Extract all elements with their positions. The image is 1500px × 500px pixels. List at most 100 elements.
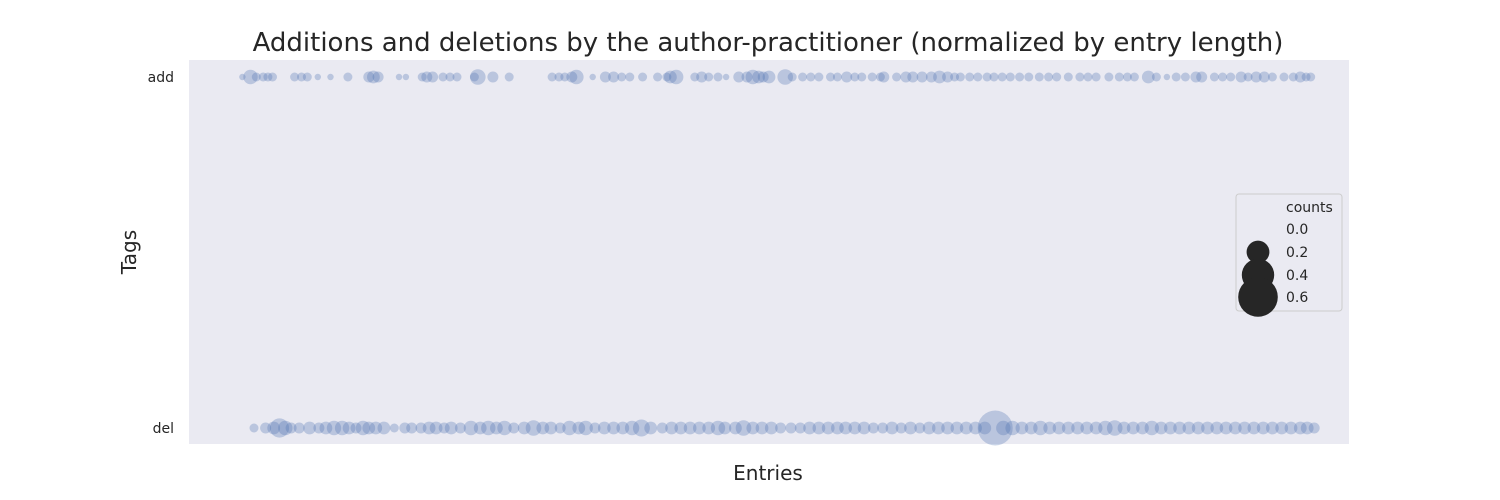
del-point <box>597 421 611 435</box>
del-point <box>624 420 640 436</box>
add-point <box>757 71 769 83</box>
add-point <box>239 73 246 81</box>
del-point <box>632 419 650 437</box>
add-point <box>857 72 867 82</box>
del-point <box>342 421 356 435</box>
del-point <box>857 421 871 435</box>
del-point <box>848 421 862 435</box>
del-point <box>1089 421 1103 435</box>
add-point <box>1267 72 1277 82</box>
del-point <box>429 421 443 435</box>
del-point <box>536 421 550 435</box>
del-point <box>710 420 726 436</box>
add-point <box>1052 72 1062 82</box>
add-point <box>1151 72 1161 82</box>
add-point <box>841 71 853 83</box>
del-point <box>572 421 586 435</box>
add-point <box>704 72 714 82</box>
del-point <box>303 421 316 435</box>
add-point <box>268 72 277 82</box>
add-point <box>560 72 570 82</box>
add-point <box>696 71 708 83</box>
add-point <box>589 73 596 81</box>
del-point <box>702 421 716 435</box>
add-point <box>997 72 1007 82</box>
add-point <box>875 72 885 82</box>
del-point <box>674 421 688 435</box>
del-point <box>1173 421 1186 435</box>
add-point <box>989 72 999 82</box>
add-point <box>950 72 960 82</box>
del-point <box>729 421 742 435</box>
add-point <box>554 72 564 82</box>
add-point <box>662 72 672 82</box>
del-point <box>415 422 427 434</box>
del-point <box>1164 421 1177 435</box>
add-point <box>599 71 611 83</box>
del-point <box>656 422 668 434</box>
add-point <box>1226 72 1236 82</box>
add-point <box>1196 71 1208 83</box>
del-point <box>735 420 752 436</box>
del-point <box>517 421 531 435</box>
del-point <box>1293 421 1307 435</box>
del-point <box>1144 420 1160 436</box>
add-point <box>1129 72 1139 82</box>
del-point <box>1238 421 1251 435</box>
add-point <box>1083 72 1093 82</box>
del-point <box>1071 421 1084 435</box>
points-layer <box>239 69 1320 446</box>
del-point <box>775 422 787 434</box>
del-point <box>269 418 290 438</box>
add-point <box>372 71 384 83</box>
add-point <box>690 72 700 82</box>
add-point <box>1141 70 1155 84</box>
add-point <box>1091 72 1101 82</box>
del-point <box>481 420 496 436</box>
del-point <box>578 420 593 436</box>
add-point <box>290 72 300 82</box>
add-point <box>302 72 312 82</box>
add-point <box>664 70 677 84</box>
del-point <box>377 421 391 435</box>
add-point <box>777 69 793 85</box>
del-point <box>1033 420 1048 436</box>
del-point <box>1024 421 1038 435</box>
add-point <box>625 72 635 82</box>
legend-marker <box>1238 277 1278 317</box>
add-point <box>933 70 946 84</box>
del-point <box>746 421 760 435</box>
add-point <box>487 71 499 83</box>
add-point <box>1243 72 1253 82</box>
del-point <box>1080 421 1094 435</box>
add-point <box>867 72 877 82</box>
del-point <box>1256 421 1270 435</box>
del-point <box>959 421 973 435</box>
add-point <box>363 71 375 83</box>
del-point <box>369 421 383 435</box>
add-point <box>638 72 648 82</box>
del-point <box>319 421 333 435</box>
add-point <box>1163 73 1171 81</box>
add-point <box>745 69 760 85</box>
del-point <box>922 421 936 435</box>
del-point <box>978 421 992 435</box>
add-point <box>1294 71 1306 83</box>
add-point <box>722 73 730 81</box>
add-point <box>806 72 816 82</box>
del-point <box>1061 421 1075 435</box>
add-point <box>1218 72 1228 82</box>
del-point <box>350 422 362 434</box>
del-point <box>996 420 1011 436</box>
add-point <box>733 71 745 83</box>
add-point <box>243 69 258 85</box>
del-point <box>355 420 371 436</box>
y-tick-del: del <box>153 421 174 437</box>
del-point <box>1266 421 1279 435</box>
add-point <box>263 72 273 82</box>
add-point <box>1235 71 1247 83</box>
del-point <box>941 421 954 435</box>
add-point <box>900 71 912 83</box>
del-point <box>718 421 732 435</box>
